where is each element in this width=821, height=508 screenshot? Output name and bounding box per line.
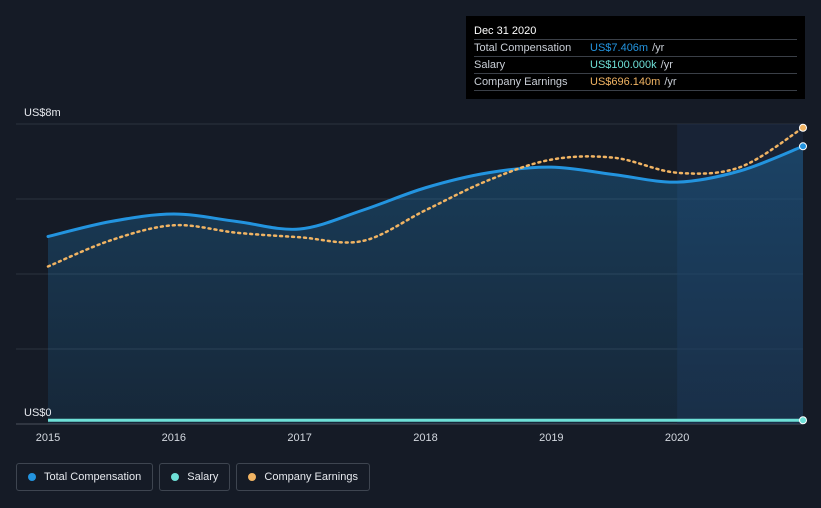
tooltip-unit: /yr [664,76,677,88]
legend-item-company-earnings[interactable]: Company Earnings [236,463,370,491]
x-tick-label: 2016 [162,432,186,444]
legend-dot-icon [28,473,36,481]
tooltip-value: US$7.406m [590,42,649,54]
tooltip-row-salary: Salary US$100.000k /yr [474,56,797,73]
tooltip-unit: /yr [652,42,665,54]
y-tick-label: US$8m [24,107,61,119]
tooltip-row-company-earnings: Company Earnings US$696.140m /yr [474,73,797,91]
x-tick-label: 2018 [413,432,437,444]
x-tick-label: 2019 [539,432,563,444]
tooltip-value: US$696.140m [590,76,661,88]
tooltip-label: Total Compensation [474,42,572,54]
legend-item-salary[interactable]: Salary [159,463,231,491]
series-endpoint-total-compensation [799,142,807,151]
tooltip-row-total-compensation: Total Compensation US$7.406m /yr [474,39,797,56]
series-layer [46,123,807,425]
series-line-company-earnings [46,126,805,268]
x-tick-label: 2020 [665,432,689,444]
legend-label: Total Compensation [44,471,142,483]
tooltip-label: Salary [474,59,506,71]
legend-label: Company Earnings [264,471,358,483]
legend-dot-icon [171,473,180,481]
y-tick-label: US$0 [24,407,52,419]
x-tick-label: 2017 [287,432,311,444]
series-endpoint-salary [799,416,807,425]
legend-dot-icon [248,473,257,481]
tooltip-value: US$100.000k [590,59,657,71]
tooltip-date: Dec 31 2020 [474,25,537,37]
tooltip-unit: /yr [660,59,673,71]
series-area-total-compensation [48,146,803,424]
legend: Total Compensation Salary Company Earnin… [16,463,370,491]
series-line-total-compensation [46,144,805,238]
legend-label: Salary [187,471,219,483]
legend-item-total-compensation[interactable]: Total Compensation [16,463,154,491]
tooltip-label: Company Earnings [474,76,568,88]
x-tick-label: 2015 [36,432,60,444]
x-axis-ticks: 2015 2016 2017 2018 2019 2020 [36,432,690,444]
y-axis-ticks: US$8m US$0 [24,107,61,419]
tooltip: Dec 31 2020 Total Compensation US$7.406m… [466,16,805,99]
series-endpoint-company-earnings [799,123,807,132]
